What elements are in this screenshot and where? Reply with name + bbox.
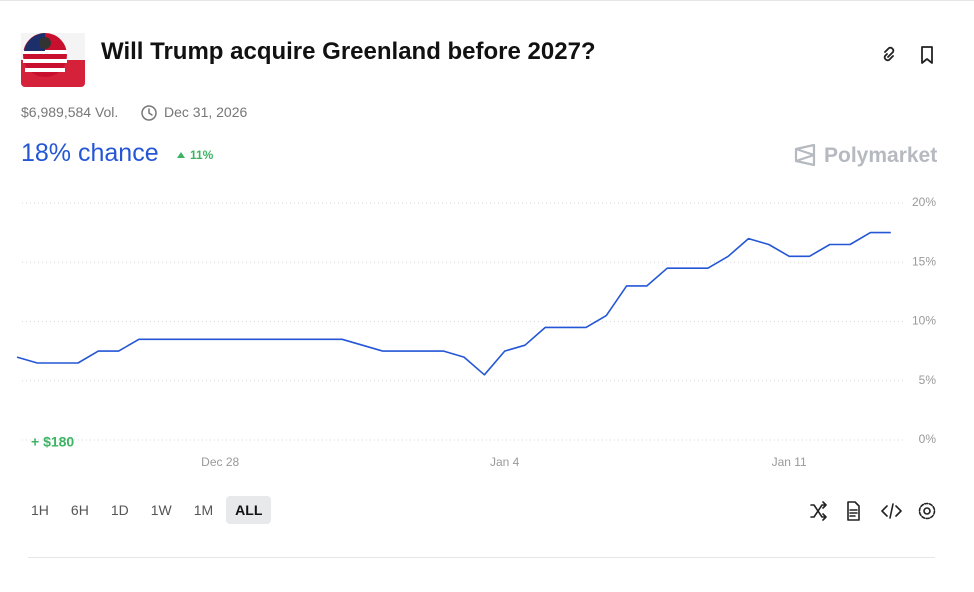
y-tick-label: 15% [912,254,936,268]
y-tick-label: 0% [919,432,937,446]
top-border [0,0,974,1]
price-line [16,231,891,376]
volume: $6,989,584 Vol. [21,104,119,120]
range-button[interactable]: 1W [150,502,172,518]
header-icons[interactable] [880,44,940,66]
range-buttons: 1H 6H 1D 1W 1M ALL [22,496,272,524]
range-button[interactable]: 1H [31,502,49,518]
y-tick-label: 5% [919,373,937,387]
market-image [21,33,85,87]
market-title: Will Trump acquire Greenland before 2027… [101,38,596,65]
y-tick-label: 20% [912,195,936,209]
x-tick-label: Jan 4 [490,455,520,469]
x-tick-label: Jan 11 [772,455,807,469]
end-date: Dec 31, 2026 [164,104,248,120]
pnl-annotation: + $180 [31,434,74,450]
range-button[interactable]: 1M [193,502,214,518]
chart-tools[interactable] [808,500,938,522]
change: 11% [190,148,214,162]
brand: Polymarket [824,144,938,167]
range-button[interactable]: 1D [110,502,129,518]
x-tick-label: Dec 28 [201,455,239,469]
chart: 0% 5% 10% 15% 20% Dec 28 Jan 4 Jan 11 + $180 [16,195,937,469]
clock-icon [141,105,157,121]
range-button[interactable]: ALL [226,496,272,524]
chance: 18% chance [21,139,159,167]
brand-logo [794,143,816,167]
divider [28,557,935,558]
up-arrow [177,152,185,158]
y-tick-label: 10% [912,314,936,328]
range-button[interactable]: 6H [70,502,89,518]
